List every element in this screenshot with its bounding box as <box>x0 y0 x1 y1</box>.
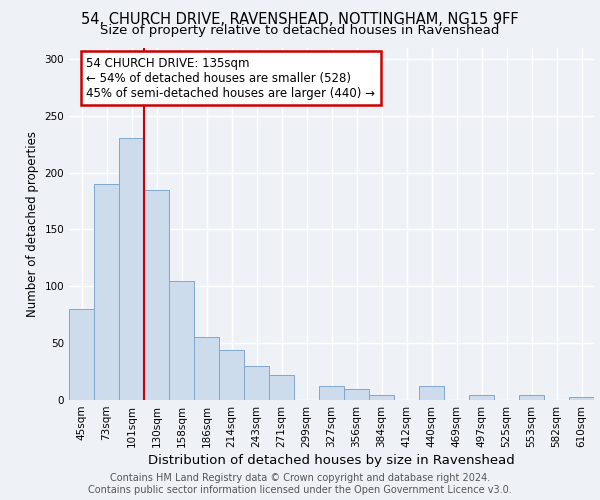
Bar <box>369 396 394 400</box>
Bar <box>519 396 544 400</box>
Text: 54 CHURCH DRIVE: 135sqm
← 54% of detached houses are smaller (528)
45% of semi-d: 54 CHURCH DRIVE: 135sqm ← 54% of detache… <box>86 56 376 100</box>
Bar <box>69 309 94 400</box>
Text: 54, CHURCH DRIVE, RAVENSHEAD, NOTTINGHAM, NG15 9FF: 54, CHURCH DRIVE, RAVENSHEAD, NOTTINGHAM… <box>81 12 519 28</box>
Bar <box>344 388 369 400</box>
Bar <box>119 138 144 400</box>
Y-axis label: Number of detached properties: Number of detached properties <box>26 130 39 317</box>
Bar <box>194 338 219 400</box>
Bar <box>94 184 119 400</box>
Bar <box>419 386 444 400</box>
Bar <box>219 350 244 400</box>
Bar <box>469 396 494 400</box>
Text: Contains HM Land Registry data © Crown copyright and database right 2024.
Contai: Contains HM Land Registry data © Crown c… <box>88 474 512 495</box>
Bar <box>144 190 169 400</box>
Text: Size of property relative to detached houses in Ravenshead: Size of property relative to detached ho… <box>100 24 500 37</box>
Bar <box>319 386 344 400</box>
Bar <box>569 396 594 400</box>
Bar <box>269 375 294 400</box>
X-axis label: Distribution of detached houses by size in Ravenshead: Distribution of detached houses by size … <box>148 454 515 467</box>
Bar <box>244 366 269 400</box>
Bar <box>169 280 194 400</box>
